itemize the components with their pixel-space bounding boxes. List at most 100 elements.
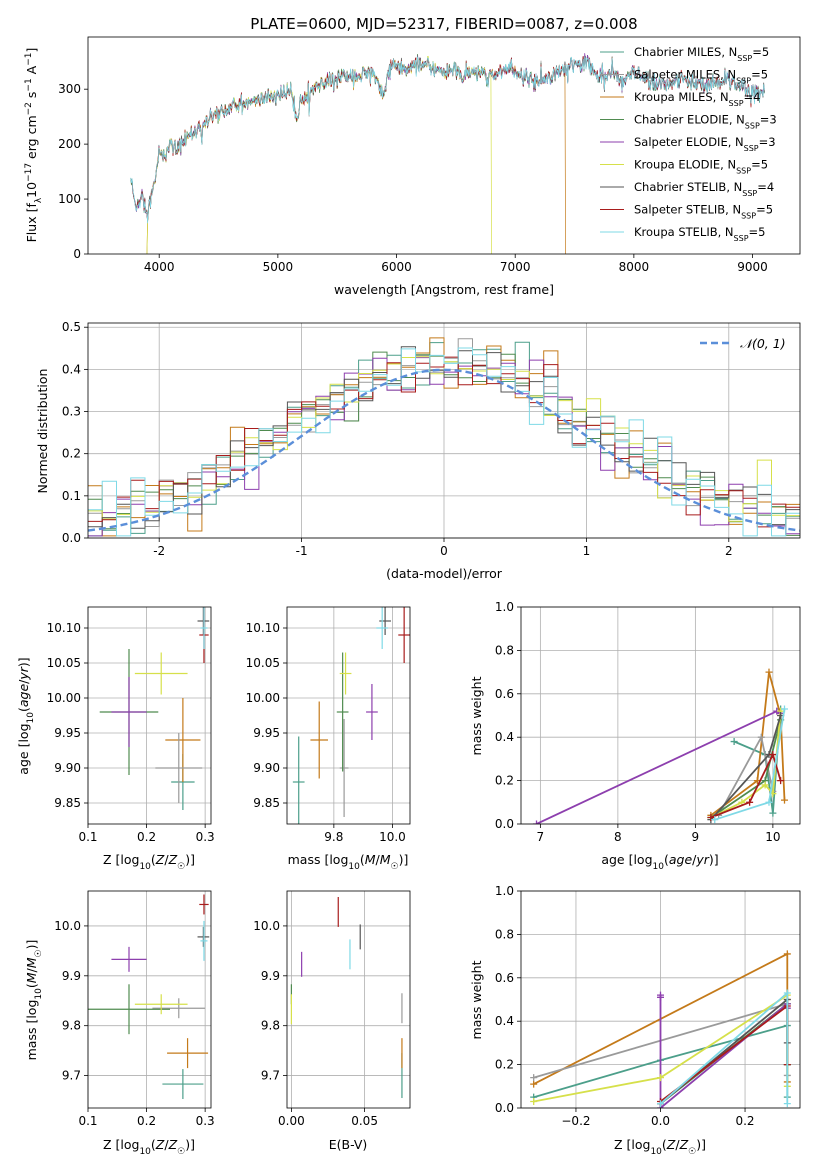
plot-age_vs_Z: 0.1 0.2 0.3 9.85 9.90 9.95 10.00 10.05 10.10 Z [l… xyxy=(16,606,215,872)
y-tick-label: 10.05 xyxy=(47,656,81,670)
series-marker xyxy=(657,1074,664,1082)
label-part: )] xyxy=(185,1137,195,1152)
label-part: )] xyxy=(185,852,195,867)
series-marker xyxy=(769,809,777,817)
y-tick-label: 0.2 xyxy=(62,447,81,461)
y-tick-label: 0.0 xyxy=(62,531,81,545)
legend-label: Salpeter MILES, NSSP=5 xyxy=(634,68,768,86)
x-tick-label: 8000 xyxy=(619,260,650,274)
label-part: =5 xyxy=(756,203,773,217)
label-part: ☉ xyxy=(177,862,185,872)
label-part: M xyxy=(365,852,376,867)
label-part: SSP xyxy=(734,234,749,243)
x-tick-label: -1 xyxy=(296,544,308,558)
y-tick-label: 10.00 xyxy=(47,691,81,705)
y-tick-label: 0 xyxy=(73,247,81,261)
y-tick-label: 9.85 xyxy=(54,796,81,810)
y-tick-label: 0.5 xyxy=(62,320,81,334)
y-axis-label: Normed distribution xyxy=(35,369,50,494)
label-part: =3 xyxy=(760,113,777,127)
x-tick-label: 6000 xyxy=(381,260,412,274)
y-tick-label: 0.6 xyxy=(495,687,514,701)
label-part: Z xyxy=(679,1137,689,1152)
x-tick-label: 0.3 xyxy=(196,1114,215,1128)
y-tick-label: 0.4 xyxy=(495,730,514,744)
label-part: ( xyxy=(151,852,156,867)
x-axis-label: Z [log10(Z/Z☉)] xyxy=(103,852,195,872)
series-marker xyxy=(765,668,773,676)
legend-label: 𝒩(0, 1) xyxy=(740,336,786,351)
axes-frame xyxy=(286,890,411,1109)
label-part: ] xyxy=(24,48,39,53)
series-marker xyxy=(761,781,769,789)
y-tick-label: 9.90 xyxy=(54,761,81,775)
y-tick-label: 1.0 xyxy=(495,600,514,614)
label-part: Z xyxy=(168,852,178,867)
legend-label: Chabrier MILES, NSSP=5 xyxy=(634,45,769,63)
legend: 𝒩(0, 1) xyxy=(700,336,786,351)
label-part: mass [log xyxy=(288,852,349,867)
y-tick-label: 0.6 xyxy=(495,971,514,985)
legend-label: Chabrier STELIB, NSSP=4 xyxy=(634,180,774,198)
label-part: age [log xyxy=(16,723,31,774)
spectrum-line xyxy=(130,56,765,224)
legend-label: Kroupa MILES, NSSP=4 xyxy=(634,90,760,108)
label-part: 10 xyxy=(24,182,39,198)
label-part: =4 xyxy=(757,180,774,194)
label-part: Z [log xyxy=(614,1137,650,1152)
series-marker xyxy=(757,733,765,741)
label-part: / xyxy=(675,1137,680,1152)
label-part: M xyxy=(380,852,391,867)
y-tick-label: 0.4 xyxy=(62,362,81,376)
y-tick-label: 0.0 xyxy=(495,817,514,831)
axes-frame xyxy=(87,322,801,539)
label-part: )] xyxy=(399,852,409,867)
label-part: 10 xyxy=(34,988,44,1000)
label-part: ( xyxy=(664,852,669,867)
y-tick-label: 10.05 xyxy=(246,656,280,670)
x-tick-label: 0.05 xyxy=(351,1114,378,1128)
x-tick-label: 4000 xyxy=(144,260,175,274)
label-part: age xyxy=(669,852,693,867)
axes-frame xyxy=(520,890,801,1109)
label-part: / xyxy=(16,679,31,684)
series-marker xyxy=(530,1097,538,1105)
x-tick-label: 0 xyxy=(440,544,448,558)
label-part: SSP xyxy=(744,144,759,153)
x-tick-label: 7 xyxy=(537,830,545,844)
x-axis-label: age [log10(age/yr)] xyxy=(601,852,718,872)
x-tick-label: 0.3 xyxy=(196,830,215,844)
label-part: −2 xyxy=(24,102,34,115)
label-part: ( xyxy=(151,1137,156,1152)
plot-area xyxy=(292,607,410,824)
plot-mass_vs_Z: 0.1 0.2 0.39.79.89.910.0Z [log10(Z/Z☉)]mas… xyxy=(24,890,215,1157)
y-tick-label: 0.2 xyxy=(495,774,514,788)
y-tick-label: 0.2 xyxy=(495,1058,514,1072)
normal-curve xyxy=(88,368,800,532)
label-part: =5 xyxy=(751,68,768,82)
label-part: ☉ xyxy=(177,1147,185,1157)
label-part: SSP xyxy=(737,54,752,63)
series-marker xyxy=(781,796,788,804)
legend-label: Kroupa ELODIE, NSSP=5 xyxy=(634,158,768,176)
y-tick-label: 0.0 xyxy=(495,1101,514,1115)
legend-label: Salpeter ELODIE, NSSP=3 xyxy=(634,135,776,153)
label-part: −17 xyxy=(24,163,34,182)
label-part: / xyxy=(376,852,381,867)
y-tick-label: 0.1 xyxy=(62,489,81,503)
label-part: Chabrier MILES, N xyxy=(634,45,737,59)
label-part: SSP xyxy=(741,211,756,220)
x-tick-label: 5000 xyxy=(263,260,294,274)
y-tick-label: 9.8 xyxy=(62,1019,81,1033)
label-part: Z xyxy=(168,1137,178,1152)
label-part: )] xyxy=(24,940,39,950)
y-tick-label: 10.0 xyxy=(54,919,81,933)
label-part: 10 xyxy=(26,712,36,724)
label-part: 10 xyxy=(139,862,151,872)
plot-area xyxy=(530,950,791,1108)
y-tick-label: 10.10 xyxy=(47,621,81,635)
y-tick-label: 10.00 xyxy=(246,691,280,705)
x-tick-label: 9 xyxy=(692,830,700,844)
